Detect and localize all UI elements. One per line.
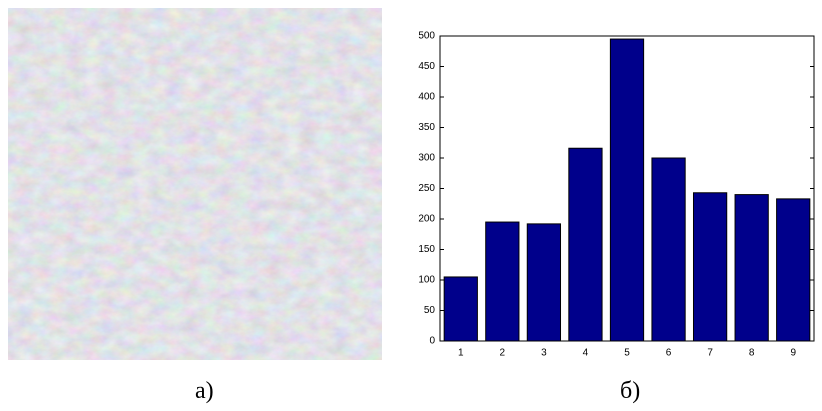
y-tick-label: 400: [418, 92, 435, 103]
y-tick-label: 50: [424, 305, 436, 316]
x-tick-label: 3: [541, 348, 547, 359]
bar: [777, 199, 810, 341]
bar: [652, 158, 685, 341]
y-tick-label: 150: [418, 244, 435, 255]
bar: [444, 277, 477, 341]
y-tick-label: 100: [418, 275, 435, 286]
bar: [735, 195, 768, 341]
x-tick-label: 4: [583, 348, 589, 359]
figure: а) б) 0 50 100 150 200 250 300 350 400 450 500 1 2 3 4…: [0, 0, 822, 411]
x-tick-label: 6: [666, 348, 672, 359]
caption-left: а): [195, 378, 214, 404]
y-tick-label: 250: [418, 183, 435, 194]
bar: [527, 224, 560, 341]
x-tick-label: 9: [790, 348, 796, 359]
x-tick-label: 2: [500, 348, 506, 359]
x-tick-label: 8: [749, 348, 755, 359]
bar: [486, 222, 519, 341]
x-tick-label: 5: [624, 348, 630, 359]
bar: [569, 148, 602, 341]
x-tick-label: 7: [707, 348, 713, 359]
caption-right: б): [620, 378, 640, 404]
x-tick-label: 1: [458, 348, 464, 359]
y-tick-label: 0: [429, 336, 435, 347]
y-tick-label: 350: [418, 122, 435, 133]
y-tick-label: 200: [418, 214, 435, 225]
bar: [693, 193, 726, 341]
texture-image: [8, 8, 382, 360]
y-tick-label: 300: [418, 153, 435, 164]
y-tick-label: 450: [418, 61, 435, 72]
bar: [610, 39, 643, 341]
y-tick-label: 500: [418, 31, 435, 42]
bar-chart: 0 50 100 150 200 250 300 350 400 450 500 1 2 3 4 5 6 7 8 9: [418, 31, 814, 359]
